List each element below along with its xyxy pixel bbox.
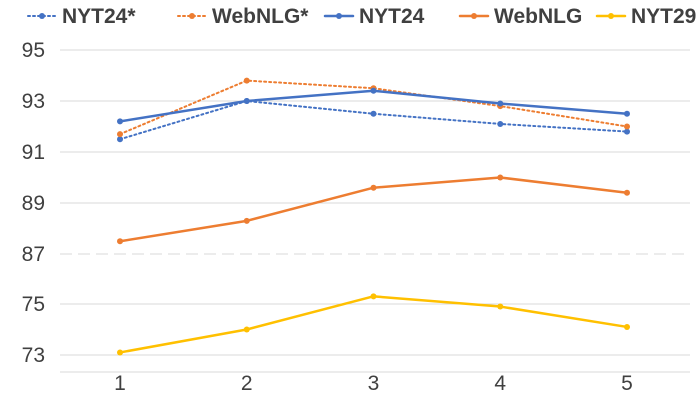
data-point-nyt24-star-1 [117,136,123,143]
y-tick-label-91: 91 [22,141,45,164]
legend: NYT24* WebNLG* NYT24 WebNLG NYT29 [27,5,696,28]
legend-label-nyt24-star: NYT24* [62,5,136,28]
data-point-webnlg-5 [624,189,630,196]
legend-item-webnlg-star: WebNLG* [177,5,309,28]
x-tick-label-2: 2 [241,372,253,395]
legend-label-webnlg-star: WebNLG* [212,5,309,28]
legend-label-nyt24: NYT24 [359,5,425,28]
data-point-nyt24-star-5 [624,128,630,135]
data-point-webnlg-star-5 [624,123,630,130]
data-point-nyt24-2 [243,98,250,104]
y-tick-label-89: 89 [22,192,45,215]
legend-item-webnlg: WebNLG [458,5,582,28]
legend-item-nyt24-star: NYT24* [27,5,136,28]
data-point-nyt24-star-4 [497,120,504,127]
legend-marker-webnlg-star [189,13,195,19]
legend-marker-nyt29 [608,13,614,19]
y-tick-label-87: 87 [22,243,45,266]
data-point-webnlg-1 [117,238,123,245]
legend-marker-nyt24 [336,13,342,19]
x-tick-label-4: 4 [494,372,506,395]
data-point-nyt29-5 [624,323,630,330]
data-point-nyt24-3 [370,87,377,94]
series-webnlg [117,174,630,245]
data-point-webnlg-2 [243,217,250,224]
data-point-webnlg-4 [497,174,504,181]
data-point-nyt24-4 [497,100,504,107]
series-nyt24 [117,87,630,125]
data-point-nyt29-3 [370,293,377,300]
data-point-nyt29-4 [497,303,504,310]
legend-item-nyt24: NYT24 [323,5,425,28]
x-axis-tick-labels: 1 2 3 4 5 [114,372,633,395]
grid-lines [60,49,690,373]
x-tick-label-1: 1 [114,372,126,395]
y-tick-label-75: 75 [22,293,45,316]
y-axis-tick-labels: 73 75 87 89 91 93 95 [22,39,45,367]
x-tick-label-3: 3 [368,372,380,395]
series-nyt29 [117,293,630,356]
data-point-webnlg-3 [370,184,377,191]
data-point-webnlg-star-2 [243,77,250,84]
y-tick-label-93: 93 [22,90,45,113]
data-point-webnlg-star-1 [117,131,123,138]
y-tick-label-73: 73 [22,344,45,367]
legend-marker-webnlg [471,13,477,19]
data-point-nyt29-2 [243,326,250,333]
data-point-nyt29-1 [117,349,123,356]
data-point-nyt24-star-3 [370,110,377,117]
data-point-nyt24-5 [624,110,630,117]
legend-marker-nyt24-star [39,13,45,19]
legend-label-webnlg: WebNLG [494,5,582,28]
data-point-nyt24-1 [117,118,123,125]
series-lines [117,77,630,356]
series-line-nyt29 [118,295,629,354]
x-tick-label-5: 5 [621,372,633,395]
legend-label-nyt29: NYT29 [631,5,696,28]
y-tick-label-95: 95 [22,39,45,62]
series-nyt24-star [117,98,630,143]
legend-item-nyt29: NYT29 [595,5,696,28]
